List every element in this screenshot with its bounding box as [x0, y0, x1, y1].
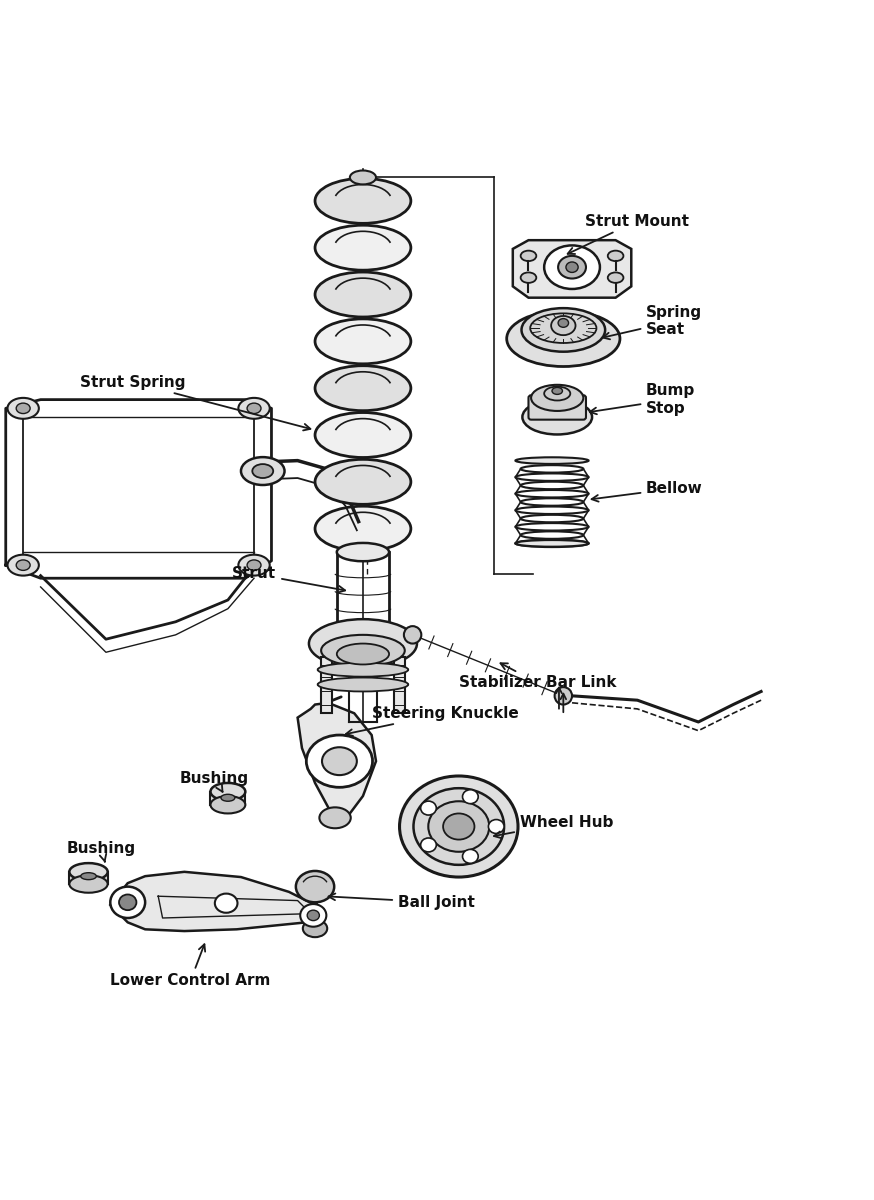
Ellipse shape — [17, 403, 30, 414]
Ellipse shape — [521, 251, 537, 262]
Polygon shape — [110, 872, 323, 931]
Ellipse shape — [522, 308, 605, 352]
Ellipse shape — [317, 678, 408, 691]
Ellipse shape — [443, 814, 475, 840]
Bar — [321, 656, 331, 713]
Text: Lower Control Arm: Lower Control Arm — [110, 944, 271, 989]
Ellipse shape — [545, 386, 571, 401]
Ellipse shape — [558, 318, 569, 328]
Ellipse shape — [110, 887, 145, 918]
Ellipse shape — [462, 850, 478, 863]
Ellipse shape — [420, 802, 436, 815]
Ellipse shape — [315, 179, 411, 223]
Text: Bushing: Bushing — [66, 841, 135, 862]
Polygon shape — [298, 703, 376, 820]
Ellipse shape — [247, 403, 261, 414]
Ellipse shape — [300, 904, 326, 926]
FancyBboxPatch shape — [529, 395, 586, 420]
Ellipse shape — [319, 808, 350, 828]
Ellipse shape — [566, 262, 578, 272]
Ellipse shape — [321, 635, 405, 666]
Ellipse shape — [69, 863, 108, 881]
Ellipse shape — [350, 170, 376, 185]
Text: Strut: Strut — [232, 566, 345, 593]
Ellipse shape — [315, 506, 411, 551]
Ellipse shape — [215, 894, 238, 913]
Ellipse shape — [516, 457, 588, 464]
Ellipse shape — [253, 464, 274, 478]
Ellipse shape — [307, 910, 319, 920]
Ellipse shape — [239, 398, 270, 419]
Text: Wheel Hub: Wheel Hub — [494, 815, 614, 838]
Ellipse shape — [211, 782, 246, 800]
Ellipse shape — [317, 662, 408, 677]
Ellipse shape — [239, 554, 270, 576]
Ellipse shape — [17, 560, 30, 570]
Ellipse shape — [315, 413, 411, 457]
Ellipse shape — [8, 398, 38, 419]
Text: Stabilizer Bar Link: Stabilizer Bar Link — [459, 664, 616, 690]
Ellipse shape — [306, 736, 372, 787]
Ellipse shape — [302, 919, 327, 937]
Ellipse shape — [315, 319, 411, 364]
Bar — [394, 656, 405, 713]
Ellipse shape — [462, 790, 478, 804]
Ellipse shape — [413, 788, 504, 865]
Ellipse shape — [241, 457, 285, 485]
Ellipse shape — [507, 311, 620, 366]
Ellipse shape — [211, 796, 246, 814]
Text: Strut Mount: Strut Mount — [568, 214, 689, 254]
Ellipse shape — [315, 272, 411, 317]
FancyArrowPatch shape — [324, 697, 341, 703]
Ellipse shape — [607, 272, 623, 283]
Text: Bump
Stop: Bump Stop — [590, 384, 696, 416]
Ellipse shape — [521, 272, 537, 283]
Ellipse shape — [531, 385, 583, 410]
Ellipse shape — [558, 256, 586, 278]
Ellipse shape — [69, 875, 108, 893]
Ellipse shape — [322, 748, 357, 775]
Ellipse shape — [523, 400, 592, 434]
Ellipse shape — [420, 838, 436, 852]
Bar — [211, 792, 246, 805]
Ellipse shape — [316, 626, 410, 653]
Ellipse shape — [221, 794, 235, 802]
Text: Steering Knuckle: Steering Knuckle — [346, 706, 518, 736]
Text: Bushing: Bushing — [180, 772, 249, 792]
Ellipse shape — [607, 251, 623, 262]
Ellipse shape — [119, 894, 136, 910]
Ellipse shape — [247, 560, 261, 570]
Ellipse shape — [545, 246, 600, 289]
Ellipse shape — [551, 316, 575, 335]
Ellipse shape — [404, 626, 421, 643]
Ellipse shape — [315, 460, 411, 504]
Ellipse shape — [8, 554, 38, 576]
Ellipse shape — [399, 776, 518, 877]
Ellipse shape — [336, 542, 389, 562]
Ellipse shape — [315, 226, 411, 270]
Ellipse shape — [296, 871, 334, 902]
Ellipse shape — [489, 820, 504, 834]
Ellipse shape — [428, 802, 489, 852]
Text: Strut Spring: Strut Spring — [80, 374, 310, 431]
Ellipse shape — [315, 366, 411, 410]
Text: Bellow: Bellow — [592, 481, 703, 502]
Bar — [69, 872, 108, 884]
Ellipse shape — [552, 388, 563, 395]
Polygon shape — [513, 240, 631, 298]
Ellipse shape — [336, 643, 389, 665]
Ellipse shape — [309, 619, 417, 668]
Ellipse shape — [80, 872, 96, 880]
Text: Ball Joint: Ball Joint — [329, 894, 475, 910]
Ellipse shape — [516, 540, 588, 547]
Text: Spring
Seat: Spring Seat — [603, 305, 702, 340]
Ellipse shape — [555, 688, 572, 704]
